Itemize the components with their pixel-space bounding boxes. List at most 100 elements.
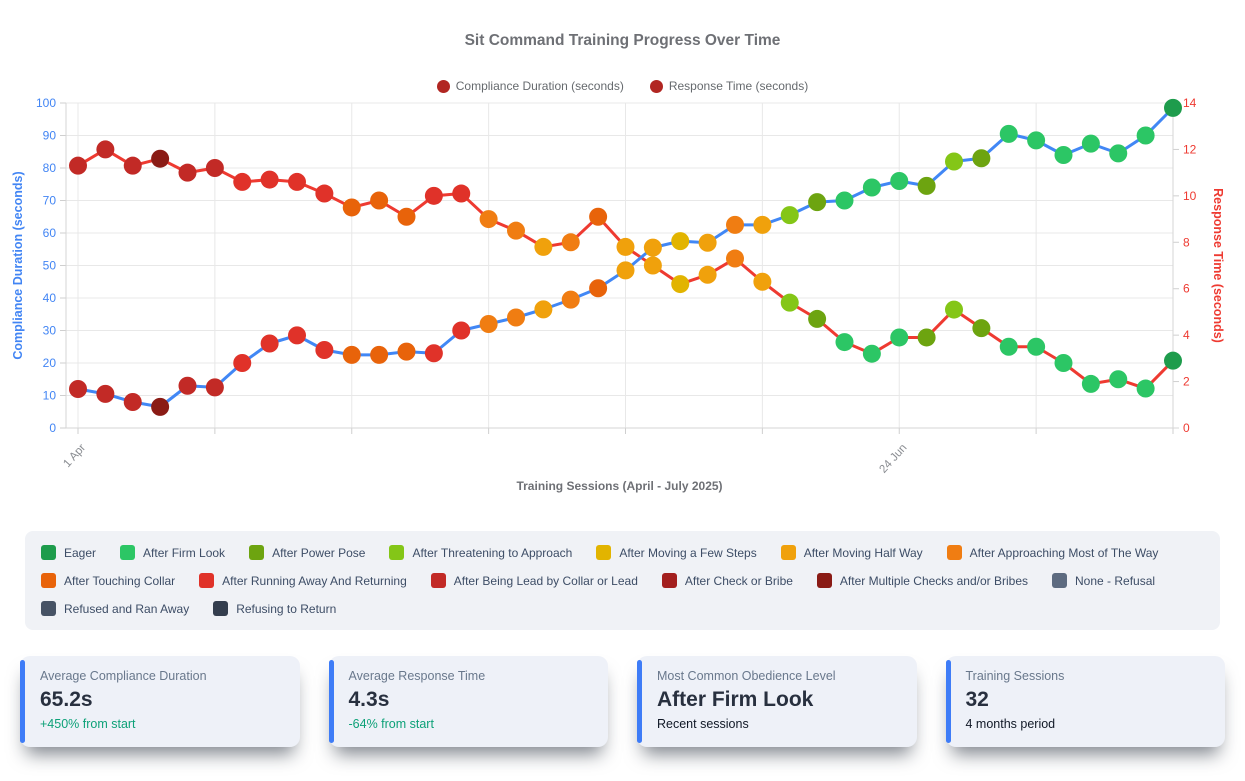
data-point[interactable] xyxy=(1027,337,1046,356)
data-point[interactable] xyxy=(1109,370,1128,389)
data-point[interactable] xyxy=(835,333,854,352)
data-point[interactable] xyxy=(342,198,361,217)
data-point[interactable] xyxy=(698,265,717,284)
data-point[interactable] xyxy=(424,186,443,205)
data-point[interactable] xyxy=(589,207,608,226)
data-point[interactable] xyxy=(123,156,142,175)
data-point[interactable] xyxy=(1027,131,1046,150)
data-point[interactable] xyxy=(862,344,881,363)
data-point[interactable] xyxy=(616,261,635,280)
stat-card-value: After Firm Look xyxy=(657,688,814,711)
data-point[interactable] xyxy=(288,326,306,345)
data-point[interactable] xyxy=(69,156,87,175)
data-point[interactable] xyxy=(972,149,991,168)
data-point[interactable] xyxy=(945,300,963,319)
data-point[interactable] xyxy=(999,124,1018,143)
x-tick-label: 1 Apr xyxy=(61,442,88,470)
data-point[interactable] xyxy=(671,232,690,251)
data-point[interactable] xyxy=(96,384,115,403)
data-point[interactable] xyxy=(999,337,1018,356)
data-point[interactable] xyxy=(726,215,744,234)
data-point[interactable] xyxy=(698,233,717,252)
data-point[interactable] xyxy=(726,249,744,268)
data-point[interactable] xyxy=(1136,379,1155,398)
data-point[interactable] xyxy=(260,334,279,353)
data-point[interactable] xyxy=(1136,126,1155,145)
data-point[interactable] xyxy=(178,163,197,182)
y-left-tick-label: 50 xyxy=(43,259,57,273)
data-point[interactable] xyxy=(507,221,525,240)
obedience-level-swatch xyxy=(41,573,56,588)
data-point[interactable] xyxy=(671,275,690,294)
y-left-tick-label: 100 xyxy=(36,96,56,110)
data-point[interactable] xyxy=(780,206,799,225)
data-point[interactable] xyxy=(890,172,909,190)
data-point[interactable] xyxy=(835,191,854,210)
data-point[interactable] xyxy=(780,293,799,312)
y-right-tick-label: 0 xyxy=(1183,421,1190,435)
data-point[interactable] xyxy=(862,178,881,197)
data-point[interactable] xyxy=(151,397,170,416)
stat-card-label: Average Compliance Duration xyxy=(40,669,207,683)
data-point[interactable] xyxy=(315,341,334,359)
data-point[interactable] xyxy=(96,140,115,159)
data-point[interactable] xyxy=(1054,146,1073,164)
data-point[interactable] xyxy=(178,376,197,395)
data-point[interactable] xyxy=(945,152,963,171)
stat-card-subtext: +450% from start xyxy=(40,717,136,731)
data-point[interactable] xyxy=(370,191,389,210)
data-point[interactable] xyxy=(1081,374,1100,393)
data-point[interactable] xyxy=(233,172,252,191)
data-point[interactable] xyxy=(917,176,936,195)
data-point[interactable] xyxy=(260,170,279,189)
data-point[interactable] xyxy=(205,378,224,397)
data-point[interactable] xyxy=(205,159,224,177)
y-right-tick-label: 2 xyxy=(1183,375,1190,389)
obedience-level-label: After Touching Collar xyxy=(64,573,176,588)
series-legend-item[interactable]: Compliance Duration (seconds) xyxy=(436,79,624,93)
data-point[interactable] xyxy=(616,237,635,256)
data-point[interactable] xyxy=(452,184,471,203)
data-point[interactable] xyxy=(753,215,772,234)
data-point[interactable] xyxy=(151,149,170,168)
data-point[interactable] xyxy=(1081,134,1100,153)
data-point[interactable] xyxy=(890,328,909,347)
data-point[interactable] xyxy=(753,272,772,291)
data-point[interactable] xyxy=(1054,354,1073,372)
data-point[interactable] xyxy=(589,279,608,298)
data-point[interactable] xyxy=(917,328,936,347)
series-legend-item[interactable]: Response Time (seconds) xyxy=(649,79,808,93)
data-point[interactable] xyxy=(69,380,87,398)
data-point[interactable] xyxy=(370,345,389,364)
data-point[interactable] xyxy=(808,193,827,212)
data-point[interactable] xyxy=(643,256,662,275)
data-point[interactable] xyxy=(1109,144,1128,163)
y-left-tick-label: 80 xyxy=(43,161,57,175)
stat-card-value: 65.2s xyxy=(40,688,93,711)
obedience-level-label: After Multiple Checks and/or Bribes xyxy=(839,573,1029,588)
data-point[interactable] xyxy=(479,315,498,333)
data-point[interactable] xyxy=(315,184,334,203)
y-left-tick-label: 90 xyxy=(43,129,57,143)
data-point[interactable] xyxy=(643,238,662,257)
data-point[interactable] xyxy=(397,207,416,226)
data-point[interactable] xyxy=(1164,351,1182,370)
data-point[interactable] xyxy=(452,321,471,340)
data-point[interactable] xyxy=(808,309,827,328)
data-point[interactable] xyxy=(397,342,416,361)
data-point[interactable] xyxy=(1164,98,1182,117)
data-point[interactable] xyxy=(534,300,553,319)
data-point[interactable] xyxy=(288,172,306,191)
data-point[interactable] xyxy=(561,290,580,309)
data-point[interactable] xyxy=(424,344,443,363)
data-point[interactable] xyxy=(342,345,361,364)
stat-card: Training Sessions 32 4 months period xyxy=(945,656,1225,747)
data-point[interactable] xyxy=(123,393,142,411)
data-point[interactable] xyxy=(507,308,525,327)
data-point[interactable] xyxy=(479,210,498,229)
data-point[interactable] xyxy=(233,354,252,372)
data-point[interactable] xyxy=(534,237,553,256)
data-point[interactable] xyxy=(972,319,991,338)
data-point[interactable] xyxy=(561,233,580,252)
obedience-level-item: After Firm Look xyxy=(120,545,225,560)
